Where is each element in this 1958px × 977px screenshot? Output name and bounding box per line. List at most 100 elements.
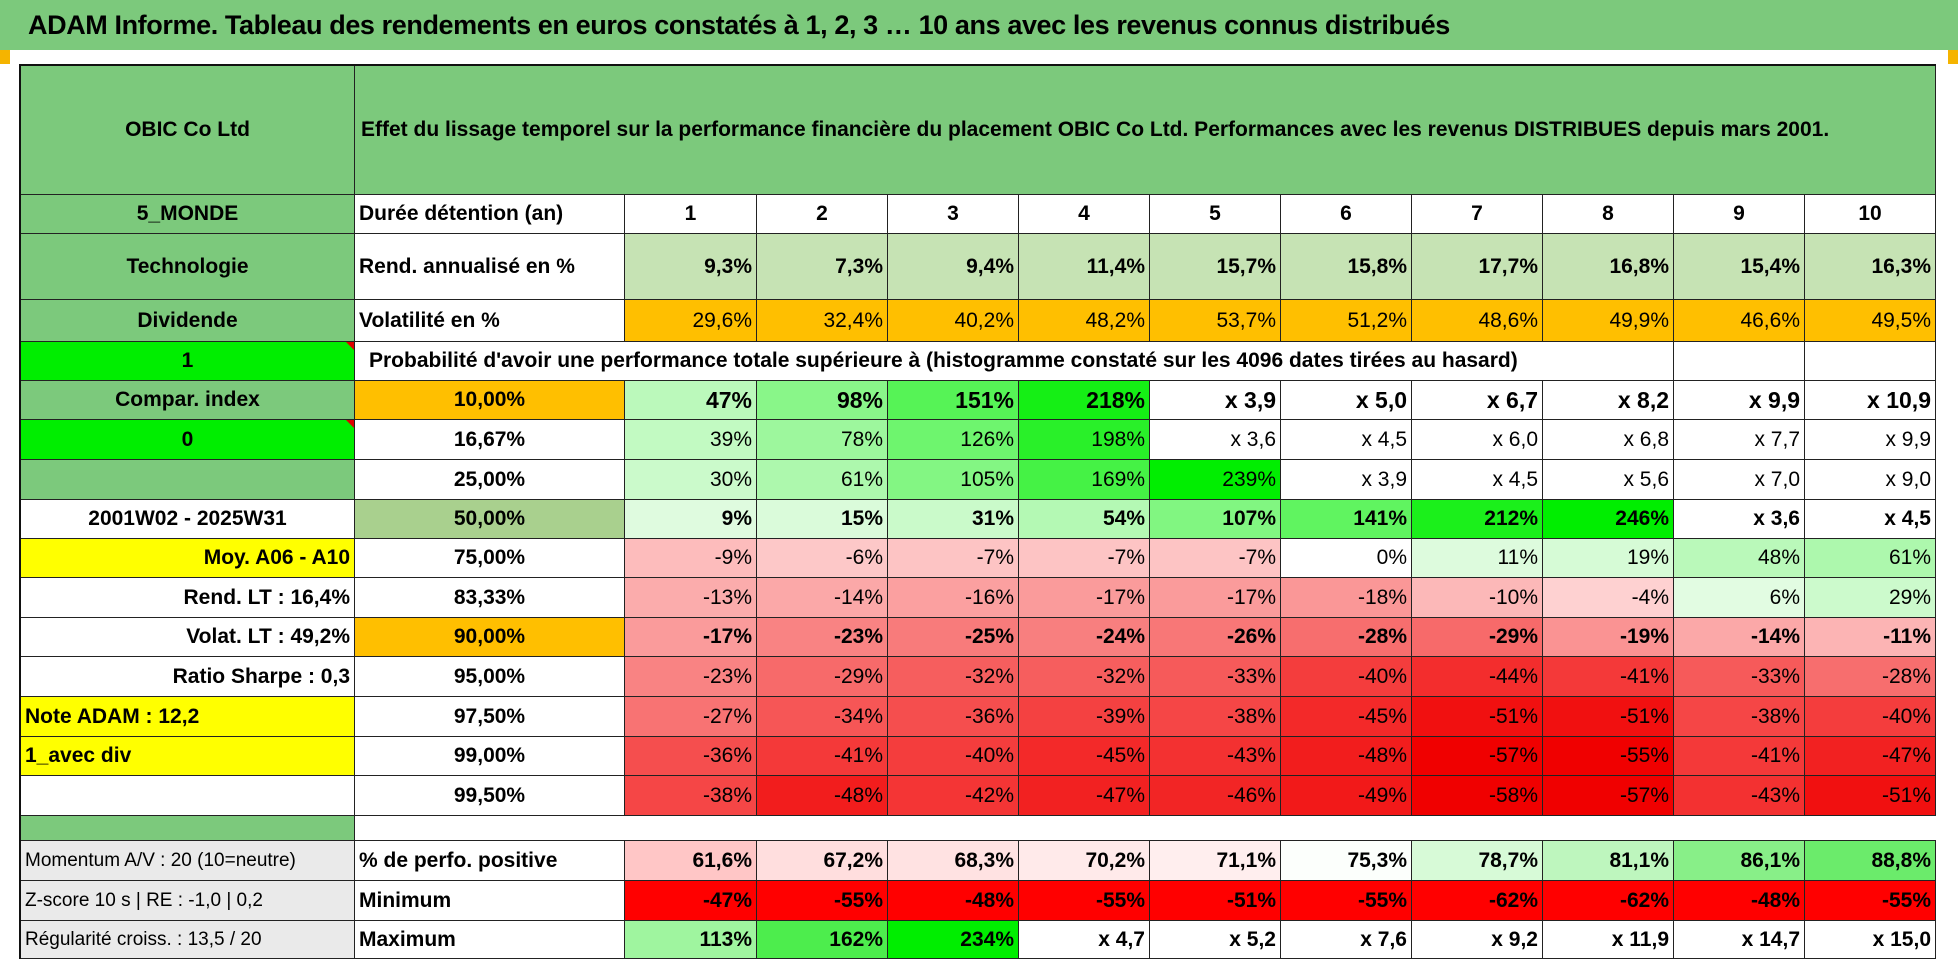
dividend-mode: 1_avec div	[21, 737, 355, 776]
minimum-value: -62%	[1412, 881, 1543, 921]
performance-cell: -38%	[1674, 697, 1805, 737]
performance-cell: x 9,0	[1805, 460, 1936, 500]
performance-cell: -36%	[625, 737, 757, 776]
maximum-value: x 14,7	[1674, 921, 1805, 959]
minimum-value: -55%	[757, 881, 888, 921]
performance-cell: -16%	[888, 578, 1019, 618]
annual-return-value: 11,4%	[1019, 234, 1150, 300]
performance-cell: -23%	[625, 657, 757, 697]
performance-cell: -38%	[1150, 697, 1281, 737]
performance-cell: -57%	[1543, 776, 1674, 816]
annual-return-value: 9,4%	[888, 234, 1019, 300]
performance-cell: -17%	[1150, 578, 1281, 618]
performance-cell: 30%	[625, 460, 757, 500]
maximum-label: Maximum	[355, 921, 625, 959]
performance-cell: x 3,9	[1150, 381, 1281, 420]
percentile-label: 95,00%	[355, 657, 625, 697]
performance-cell: x 6,8	[1543, 420, 1674, 460]
performance-cell: 98%	[757, 381, 888, 420]
regularity-label: Régularité croiss. : 13,5 / 20	[21, 921, 355, 959]
percentile-label: 10,00%	[355, 381, 625, 420]
flag-zero: 0	[21, 420, 355, 460]
performance-cell: x 4,5	[1805, 500, 1936, 539]
percentile-label: 25,00%	[355, 460, 625, 500]
long-term-return: Rend. LT : 16,4%	[21, 578, 355, 618]
performance-cell: x 3,9	[1281, 460, 1412, 500]
probability-caption: Probabilité d'avoir une performance tota…	[355, 342, 1674, 381]
performance-cell: x 6,0	[1412, 420, 1543, 460]
performance-cell: -25%	[888, 618, 1019, 657]
percentile-label: 99,50%	[355, 776, 625, 816]
performance-cell: -13%	[625, 578, 757, 618]
minimum-value: -55%	[1805, 881, 1936, 921]
year-header: 4	[1019, 195, 1150, 234]
performance-cell: -18%	[1281, 578, 1412, 618]
performance-cell: x 3,6	[1674, 500, 1805, 539]
zscore-label: Z-score 10 s | RE : -1,0 | 0,2	[21, 881, 355, 921]
volatility-value: 32,4%	[757, 300, 888, 342]
performance-cell: -47%	[1805, 737, 1936, 776]
performance-cell: x 10,9	[1805, 381, 1936, 420]
average-label: Moy. A06 - A10	[21, 539, 355, 578]
performance-cell: -19%	[1543, 618, 1674, 657]
performance-cell: -29%	[757, 657, 888, 697]
volatility-value: 49,5%	[1805, 300, 1936, 342]
minimum-value: -55%	[1281, 881, 1412, 921]
performance-cell: x 3,6	[1150, 420, 1281, 460]
positive-perf-value: 78,7%	[1412, 841, 1543, 881]
type-label: Dividende	[21, 300, 355, 342]
performance-cell: 151%	[888, 381, 1019, 420]
performance-cell: x 7,7	[1674, 420, 1805, 460]
performance-cell: -7%	[1019, 539, 1150, 578]
performance-cell: 29%	[1805, 578, 1936, 618]
maximum-value: x 9,2	[1412, 921, 1543, 959]
holding-duration-label: Durée détention (an)	[355, 195, 625, 234]
empty-cell	[1805, 342, 1936, 381]
year-header: 2	[757, 195, 888, 234]
maximum-value: x 4,7	[1019, 921, 1150, 959]
performance-cell: -43%	[1150, 737, 1281, 776]
positive-perf-label: % de perfo. positive	[355, 841, 625, 881]
performance-cell: -51%	[1543, 697, 1674, 737]
minimum-value: -48%	[1674, 881, 1805, 921]
performance-cell: -45%	[1019, 737, 1150, 776]
sector-label: Technologie	[21, 234, 355, 300]
performance-cell: -17%	[1019, 578, 1150, 618]
maximum-value: 234%	[888, 921, 1019, 959]
performance-cell: 105%	[888, 460, 1019, 500]
performance-cell: x 8,2	[1543, 381, 1674, 420]
volatility-value: 51,2%	[1281, 300, 1412, 342]
performance-cell: -10%	[1412, 578, 1543, 618]
separator-cell	[355, 816, 1936, 841]
performance-cell: -38%	[625, 776, 757, 816]
adam-score: Note ADAM : 12,2	[21, 697, 355, 737]
performance-cell: 54%	[1019, 500, 1150, 539]
performance-cell: -14%	[757, 578, 888, 618]
performance-cell: 107%	[1150, 500, 1281, 539]
performance-cell: -7%	[1150, 539, 1281, 578]
year-header: 5	[1150, 195, 1281, 234]
performance-cell: 39%	[625, 420, 757, 460]
maximum-value: 162%	[757, 921, 888, 959]
minimum-value: -55%	[1019, 881, 1150, 921]
performance-cell: x 9,9	[1805, 420, 1936, 460]
performance-cell: x 4,5	[1281, 420, 1412, 460]
percentile-label: 99,00%	[355, 737, 625, 776]
momentum-label: Momentum A/V : 20 (10=neutre)	[21, 841, 355, 881]
positive-perf-value: 88,8%	[1805, 841, 1936, 881]
percentile-label: 83,33%	[355, 578, 625, 618]
performance-cell: 9%	[625, 500, 757, 539]
annual-return-value: 16,3%	[1805, 234, 1936, 300]
positive-perf-value: 75,3%	[1281, 841, 1412, 881]
performance-cell: -51%	[1805, 776, 1936, 816]
performance-cell: -48%	[1281, 737, 1412, 776]
maximum-value: x 11,9	[1543, 921, 1674, 959]
performance-cell: 0%	[1281, 539, 1412, 578]
performance-cell: 19%	[1543, 539, 1674, 578]
performance-cell: -49%	[1281, 776, 1412, 816]
right-edge-marker	[1948, 50, 1958, 64]
performance-cell: x 5,6	[1543, 460, 1674, 500]
table-title: Effet du lissage temporel sur la perform…	[355, 66, 1936, 195]
performance-cell: -40%	[1805, 697, 1936, 737]
year-header: 7	[1412, 195, 1543, 234]
